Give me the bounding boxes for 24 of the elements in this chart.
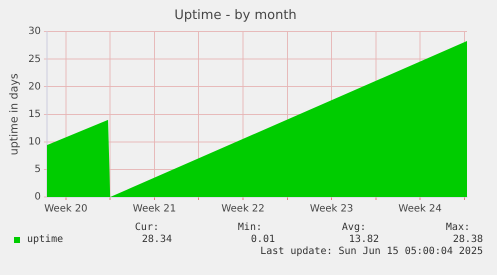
text: 13.82 xyxy=(348,234,379,245)
text: Avg: xyxy=(342,222,366,233)
y-tick-label: 20 xyxy=(28,81,41,92)
x-tick-label: Week 21 xyxy=(132,204,176,215)
text: Cur: xyxy=(134,222,159,233)
y-tick-label: 25 xyxy=(28,54,41,65)
text: 28.38 xyxy=(452,234,483,245)
text: 0.01 xyxy=(250,234,275,245)
text: 28.34 xyxy=(142,234,172,245)
y-tick-label: 0 xyxy=(34,192,41,203)
y-tick-label: 30 xyxy=(28,26,41,38)
x-tick-label: Week 23 xyxy=(310,204,354,215)
x-tick-label: Week 22 xyxy=(221,204,265,215)
text: Min: xyxy=(238,222,262,233)
legend-label: uptime xyxy=(27,234,64,245)
x-tick-label: Week 24 xyxy=(398,204,442,215)
chart-title: Uptime - by month xyxy=(174,8,297,24)
y-tick-label: 15 xyxy=(28,108,41,120)
text: Max: xyxy=(446,222,470,233)
y-axis-title: uptime in days xyxy=(7,73,20,156)
x-tick-label: Week 20 xyxy=(44,204,88,215)
y-tick-label: 10 xyxy=(28,136,41,148)
y-tick-label: 5 xyxy=(34,164,41,176)
text: Last update: Sun Jun 15 05:00:04 2025 xyxy=(260,246,483,257)
